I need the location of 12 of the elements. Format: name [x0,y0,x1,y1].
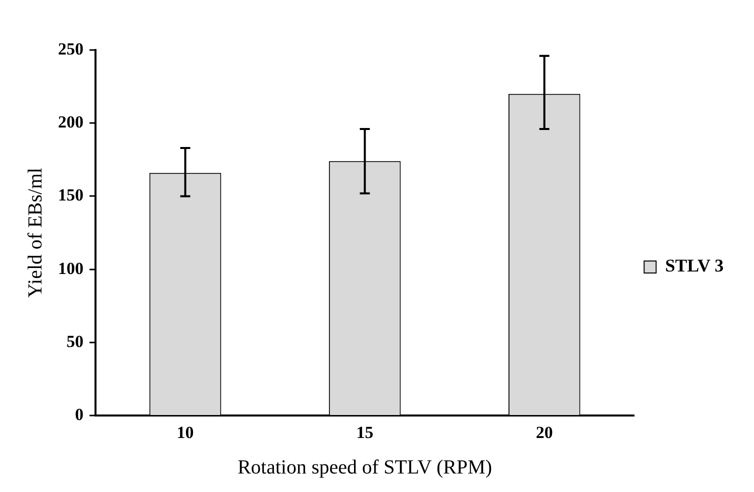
x-axis-title: Rotation speed of STLV (RPM) [238,456,492,478]
x-tick-label: 10 [176,423,194,442]
y-tick-label: 50 [66,332,84,351]
x-tick-label: 15 [356,423,374,442]
x-tick-label: 20 [536,423,553,442]
legend-label: STLV 3 [665,256,724,276]
y-tick-label: 0 [75,404,84,424]
y-tick-label: 200 [58,112,84,132]
y-tick-label: 100 [58,258,84,278]
y-axis-title: Yield of EBs/ml [24,167,46,298]
y-tick-label: 150 [58,186,84,205]
y-tick-label: 250 [58,39,84,58]
